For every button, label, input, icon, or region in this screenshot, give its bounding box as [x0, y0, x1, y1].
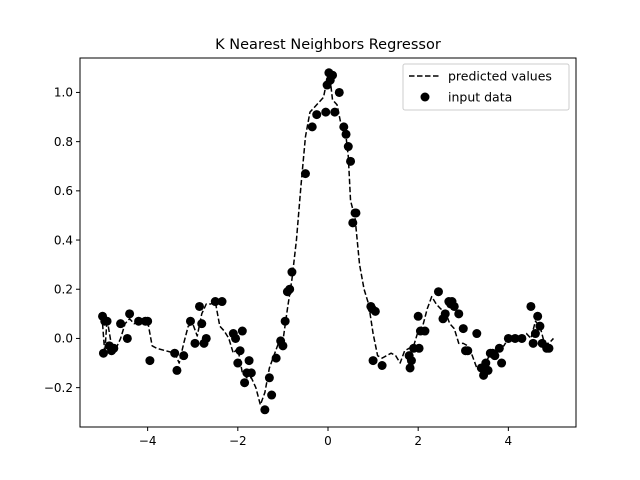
input-data-point	[346, 156, 356, 166]
plot-area	[98, 68, 555, 415]
legend-dot-sample	[420, 92, 430, 102]
legend-label-predicted-values: predicted values	[448, 69, 552, 84]
input-data-point	[517, 333, 527, 343]
input-data-point	[368, 356, 378, 366]
predicted-values-line	[101, 74, 555, 406]
chart-title: K Nearest Neighbors Regressor	[215, 37, 441, 53]
input-data-point	[116, 319, 126, 329]
input-data-point	[278, 341, 288, 351]
input-data-point	[497, 358, 507, 368]
input-data-point	[264, 373, 274, 383]
input-data-point	[433, 287, 443, 297]
input-data-point	[312, 110, 322, 120]
input-data-point	[321, 107, 331, 117]
y-tick-label: 0.0	[54, 332, 73, 346]
input-data-point	[481, 358, 491, 368]
y-tick-label: 0.2	[54, 283, 73, 297]
input-data-point	[201, 333, 211, 343]
input-data-point	[334, 87, 344, 97]
input-data-point	[145, 356, 155, 366]
x-tick-label: −2	[229, 434, 247, 448]
input-data-point	[530, 329, 540, 339]
input-data-point	[330, 107, 340, 117]
input-data-point	[271, 353, 281, 363]
input-data-point	[370, 306, 380, 316]
input-data-point	[197, 319, 207, 329]
y-axis: −0.2 0.0 0.2 0.4 0.6 0.8 1.0	[44, 86, 80, 395]
input-data-point	[285, 284, 295, 294]
input-data-point	[454, 309, 464, 319]
x-tick-label: 2	[414, 434, 422, 448]
x-axis: −4 −2 0 2 4	[139, 427, 512, 448]
input-data-point	[413, 311, 423, 321]
input-data-point	[194, 301, 204, 311]
input-data-point	[260, 405, 270, 415]
input-data-point	[217, 297, 227, 307]
input-data-point	[179, 351, 189, 361]
input-data-point	[237, 326, 247, 336]
input-data-point	[300, 169, 310, 179]
y-tick-label: 1.0	[54, 86, 73, 100]
input-data-point	[122, 333, 132, 343]
input-data-point	[246, 368, 256, 378]
x-tick-label: 0	[324, 434, 332, 448]
input-data-point	[102, 316, 112, 326]
input-data-point	[287, 267, 297, 277]
input-data-point	[472, 329, 482, 339]
y-tick-label: −0.2	[44, 381, 73, 395]
input-data-point	[420, 326, 430, 336]
input-data-point	[244, 356, 254, 366]
input-data-point	[143, 316, 153, 326]
input-data-point	[134, 316, 144, 326]
input-data-point	[328, 70, 338, 80]
input-data-point	[210, 297, 220, 307]
input-data-point	[233, 358, 243, 368]
input-data-point	[170, 348, 180, 358]
input-data-point	[503, 333, 513, 343]
input-data-point	[528, 338, 538, 348]
input-data-point	[483, 365, 493, 375]
input-data-point	[414, 343, 424, 353]
legend-label-input-data: input data	[448, 90, 512, 105]
legend: predicted values input data	[402, 63, 570, 111]
input-data-point	[440, 309, 450, 319]
input-data-point	[172, 365, 182, 375]
input-data-point	[235, 346, 245, 356]
legend-box	[402, 63, 570, 111]
input-data-point	[240, 378, 250, 388]
input-data-point	[307, 122, 317, 132]
input-data-point	[125, 309, 135, 319]
input-data-point	[98, 348, 108, 358]
input-data-point	[405, 363, 415, 373]
input-data-point	[339, 122, 349, 132]
input-data-point	[231, 333, 241, 343]
input-data-point	[544, 343, 554, 353]
y-tick-label: 0.4	[54, 233, 73, 247]
input-data-point	[449, 301, 459, 311]
x-tick-label: −4	[139, 434, 157, 448]
y-tick-label: 0.8	[54, 135, 73, 149]
input-data-point	[343, 142, 353, 152]
input-data-point	[510, 333, 520, 343]
input-data-point	[109, 343, 119, 353]
input-data-point	[490, 351, 500, 361]
input-data-point	[190, 338, 200, 348]
y-tick-label: 0.6	[54, 184, 73, 198]
input-data-point	[280, 316, 290, 326]
input-data-point	[526, 301, 536, 311]
input-data-point	[533, 311, 543, 321]
input-data-point	[351, 208, 361, 218]
input-data-point	[535, 321, 545, 331]
input-data-point	[341, 129, 351, 139]
x-tick-label: 4	[505, 434, 513, 448]
input-data-point	[463, 346, 473, 356]
input-data-point	[185, 316, 195, 326]
input-data-point	[348, 218, 358, 228]
input-data-point	[267, 390, 277, 400]
input-data-point	[377, 361, 387, 370]
input-data-point	[494, 343, 504, 353]
input-data-point	[406, 356, 416, 366]
input-data-point	[458, 324, 468, 334]
